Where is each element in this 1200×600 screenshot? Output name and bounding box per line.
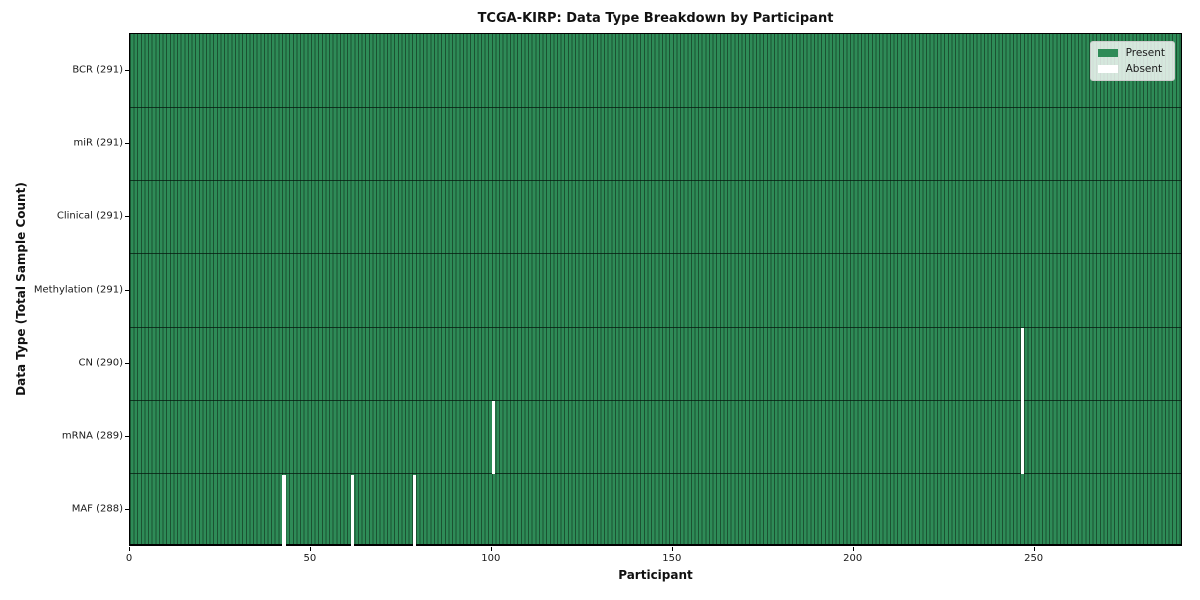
y-tick-mark-icon	[125, 509, 129, 511]
plot-area: Present Absent	[129, 33, 1182, 547]
y-tick-label: mRNA (289)	[61, 430, 123, 442]
y-tick-label: Methylation (291)	[33, 284, 123, 295]
legend-swatch-absent-icon	[1097, 64, 1118, 73]
x-tick-mark-icon	[671, 547, 673, 551]
x-tick-mark-icon	[490, 547, 492, 551]
row-separator	[130, 473, 1181, 475]
absent-marker	[1020, 399, 1024, 474]
absent-marker	[492, 401, 496, 474]
x-axis-label: Participant	[618, 568, 693, 582]
row-separator	[130, 326, 1181, 328]
y-tick-label: Clinical (291)	[56, 210, 123, 222]
x-tick-mark-icon	[852, 547, 854, 551]
x-tick-label: 250	[1024, 553, 1044, 564]
x-tick-label: 50	[303, 553, 317, 564]
x-tick-mark-icon	[129, 547, 130, 551]
x-tick-mark-icon	[309, 547, 311, 551]
absent-marker	[1020, 328, 1024, 401]
x-tick-label: 150	[662, 553, 682, 564]
legend-item-absent: Absent	[1097, 62, 1165, 75]
y-tick-mark-icon	[125, 362, 129, 364]
absent-marker	[282, 474, 286, 547]
y-tick-label: miR (291)	[73, 137, 123, 149]
y-tick-label: BCR (291)	[72, 64, 123, 76]
legend-item-present: Present	[1097, 47, 1165, 59]
x-tick-mark-icon	[1033, 547, 1035, 551]
y-tick-mark-icon	[125, 69, 129, 71]
legend: Present Absent	[1089, 41, 1175, 81]
legend-label-present: Present	[1125, 47, 1165, 59]
absent-marker	[351, 474, 355, 547]
absent-marker	[412, 474, 416, 547]
y-tick-mark-icon	[125, 289, 129, 291]
y-tick-label: MAF (288)	[71, 503, 123, 515]
row-separator	[130, 106, 1181, 108]
row-separator	[130, 253, 1181, 255]
row-separator	[130, 399, 1181, 401]
y-tick-mark-icon	[125, 142, 129, 144]
y-tick-label: CN (290)	[78, 357, 123, 369]
row-separator	[130, 180, 1181, 182]
x-tick-label: 100	[481, 553, 501, 564]
chart-title: TCGA-KIRP: Data Type Breakdown by Partic…	[477, 11, 834, 26]
legend-label-absent: Absent	[1125, 62, 1163, 75]
y-tick-mark-icon	[125, 436, 129, 438]
x-tick-label: 0	[125, 553, 133, 564]
y-tick-mark-icon	[125, 216, 129, 218]
legend-swatch-present-icon	[1097, 49, 1118, 58]
x-tick-label: 200	[843, 553, 863, 564]
